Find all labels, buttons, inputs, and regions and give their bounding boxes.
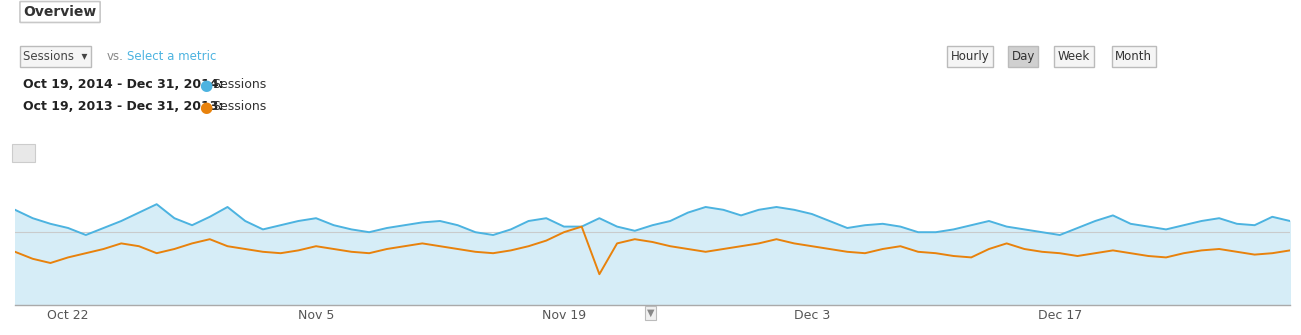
- Text: ●: ●: [199, 100, 212, 115]
- Text: vs.: vs.: [107, 50, 124, 63]
- Text: Sessions  ▾: Sessions ▾: [23, 50, 87, 63]
- Text: ●: ●: [199, 78, 212, 93]
- Text: Oct 19, 2014 - Dec 31, 2014:: Oct 19, 2014 - Dec 31, 2014:: [23, 78, 224, 91]
- Text: Oct 19, 2013 - Dec 31, 2013:: Oct 19, 2013 - Dec 31, 2013:: [23, 100, 224, 113]
- Text: ▼: ▼: [647, 308, 654, 318]
- Text: Week: Week: [1058, 50, 1090, 63]
- Text: Hourly: Hourly: [951, 50, 989, 63]
- Text: Sessions: Sessions: [212, 78, 267, 91]
- Text: Day: Day: [1012, 50, 1036, 63]
- Text: Overview: Overview: [23, 5, 96, 19]
- Text: Select a metric: Select a metric: [127, 50, 217, 63]
- Text: Sessions: Sessions: [212, 100, 267, 113]
- Text: Month: Month: [1115, 50, 1153, 63]
